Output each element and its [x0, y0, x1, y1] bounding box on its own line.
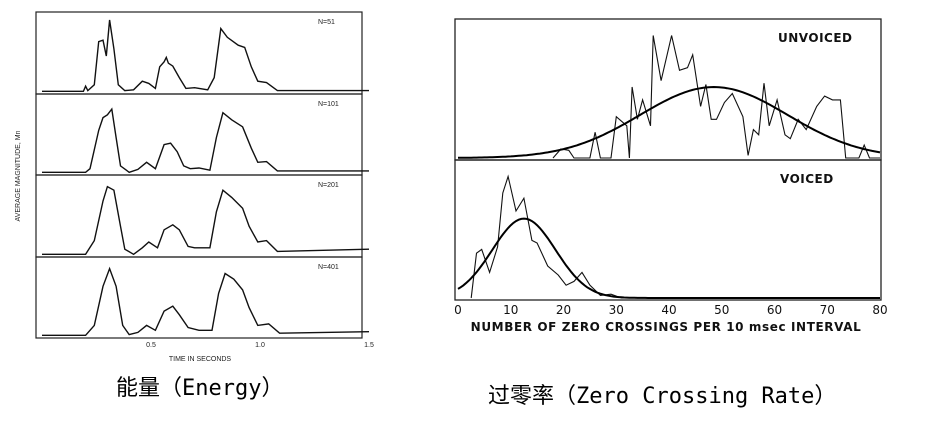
zcr-x-tick-label: 40	[661, 303, 676, 317]
energy-panel-label: N=401	[318, 264, 339, 271]
zcr-x-tick-label: 0	[454, 303, 462, 317]
energy-x-tick-label: 1.5	[364, 342, 374, 349]
energy-caption: 能量（Energy）	[116, 376, 284, 401]
zcr-x-tick-label: 10	[503, 303, 518, 317]
zcr-histogram-voiced	[470, 174, 627, 299]
zcr-x-tick-label: 30	[609, 303, 624, 317]
zcr-panel-label: UNVOICED	[778, 31, 853, 45]
energy-curve-N=401	[42, 266, 370, 336]
energy-panel-label: N=201	[318, 182, 339, 189]
zcr-x-tick-label: 70	[820, 303, 835, 317]
energy-y-axis-label: AVERAGE MAGNITUDE, Mn	[15, 130, 22, 221]
zcr-x-tick-label: 80	[872, 303, 887, 317]
energy-curve-N=201	[42, 185, 370, 256]
energy-x-tick-label: 0.5	[146, 342, 156, 349]
energy-panel-label: N=101	[318, 101, 339, 108]
energy-panel-frame	[35, 174, 363, 258]
zcr-x-tick-label: 60	[767, 303, 782, 317]
energy-panel-frame	[35, 256, 363, 339]
zcr-x-tick-label: 50	[714, 303, 729, 317]
energy-panel-label: N=51	[318, 19, 335, 26]
energy-x-tick-label: 1.0	[255, 342, 265, 349]
energy-panel-frame	[35, 93, 363, 176]
zcr-gaussian-fit-voiced	[457, 217, 880, 299]
energy-curve-N=101	[42, 107, 369, 174]
zcr-x-tick-label: 20	[556, 303, 571, 317]
zcr-panel-frame	[454, 159, 882, 301]
zcr-gaussian-fit-unvoiced	[458, 85, 881, 159]
zcr-panel-label: VOICED	[780, 172, 834, 186]
zcr-chart: UNVOICED VOICED 0 10 20 30 40 50 60 70 80	[454, 18, 888, 317]
zcr-caption: 过零率（Zero Crossing Rate）	[488, 384, 837, 409]
energy-panel-frame	[35, 11, 363, 95]
zcr-x-axis-label: NUMBER OF ZERO CROSSINGS PER 10 msec INT…	[471, 320, 862, 334]
zcr-histogram-unvoiced	[552, 35, 880, 159]
energy-chart: N=51 N=101 N=201 N=401 0.5 1.0 1.5	[35, 11, 374, 349]
energy-curve-N=51	[42, 19, 369, 92]
energy-x-axis-label: TIME IN SECONDS	[169, 356, 232, 363]
